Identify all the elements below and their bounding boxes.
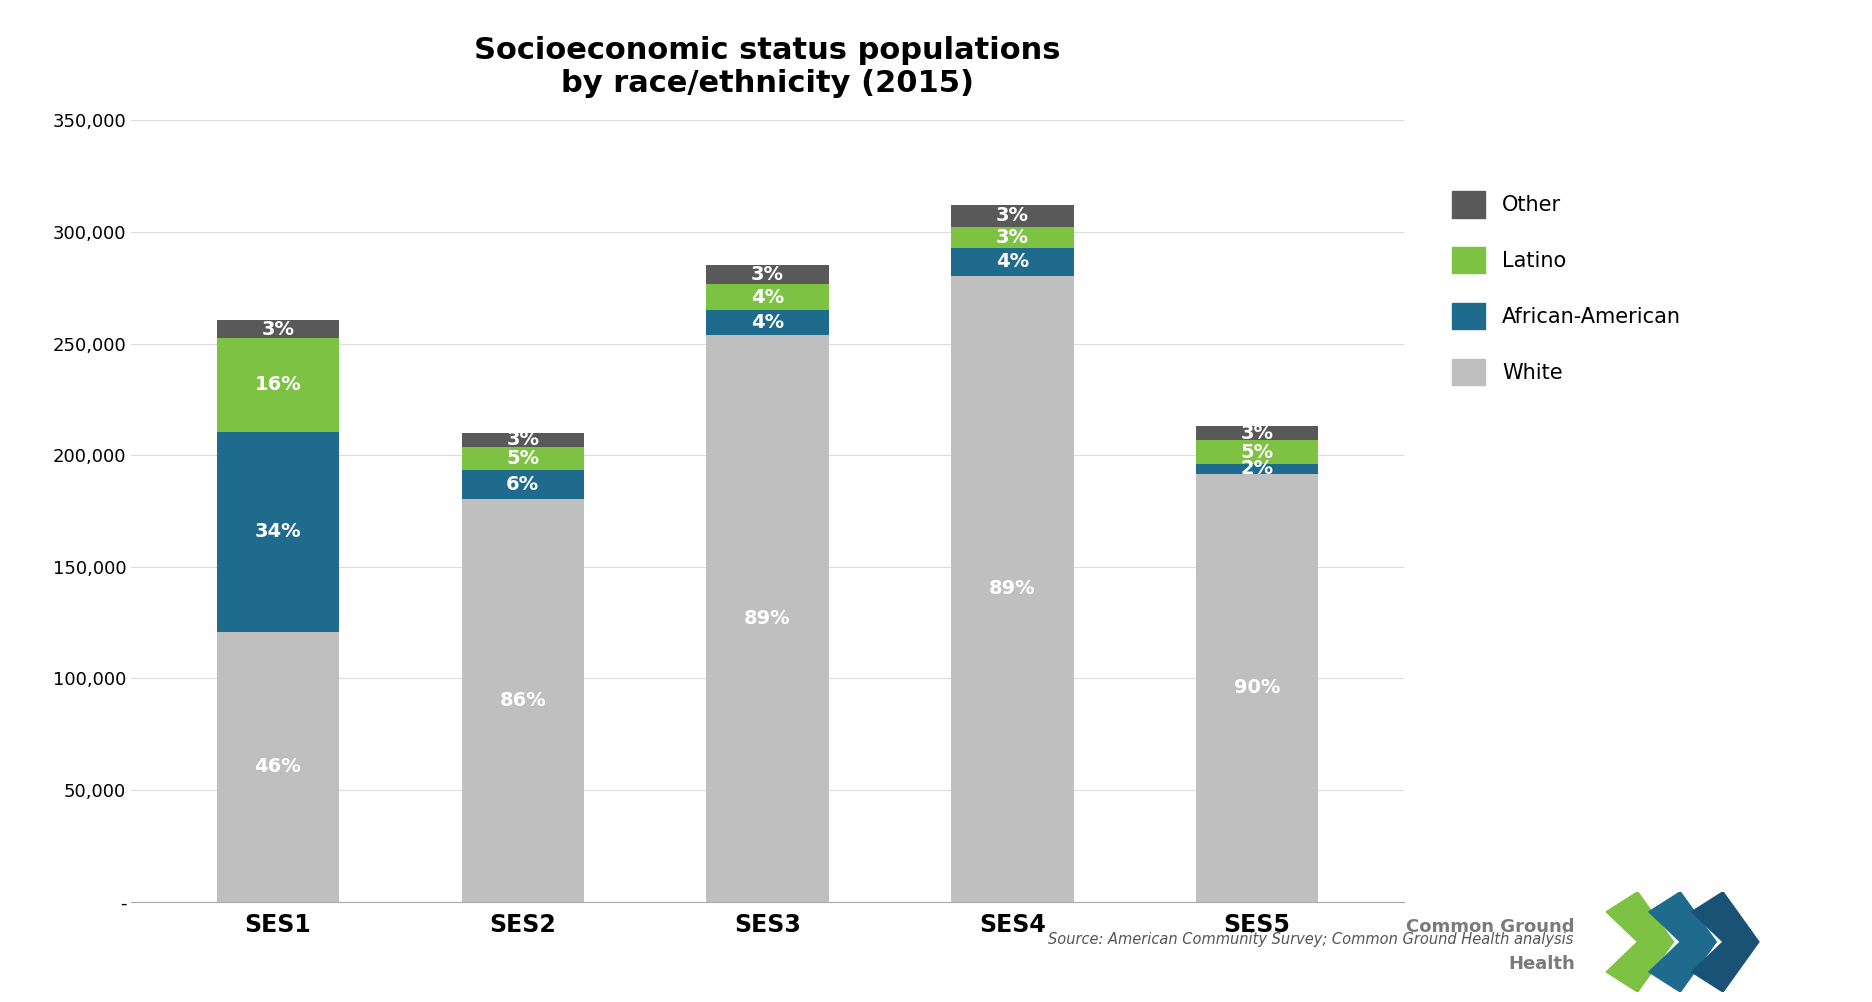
Bar — [706, 310, 829, 336]
Bar — [217, 321, 339, 338]
Polygon shape — [1606, 892, 1674, 992]
Text: 90%: 90% — [1234, 678, 1280, 697]
Text: 4%: 4% — [751, 314, 784, 333]
Polygon shape — [1692, 892, 1760, 992]
Text: 86%: 86% — [500, 690, 547, 709]
Legend: Other, Latino, African-American, White: Other, Latino, African-American, White — [1453, 190, 1681, 386]
Bar — [1196, 474, 1318, 902]
Text: 3%: 3% — [262, 320, 294, 339]
Text: 4%: 4% — [751, 288, 784, 307]
Title: Socioeconomic status populations
by race/ethnicity (2015): Socioeconomic status populations by race… — [474, 36, 1061, 98]
Bar — [462, 433, 584, 447]
Bar — [706, 266, 829, 285]
Bar — [462, 447, 584, 470]
Bar — [951, 226, 1073, 247]
Text: 6%: 6% — [505, 475, 539, 494]
Text: 89%: 89% — [988, 579, 1035, 598]
Text: 3%: 3% — [1241, 424, 1273, 443]
Text: 5%: 5% — [1241, 443, 1273, 462]
Bar — [1196, 464, 1318, 474]
Bar — [217, 338, 339, 432]
Text: Common Ground: Common Ground — [1406, 918, 1574, 936]
Text: Source: American Community Survey; Common Ground Health analysis: Source: American Community Survey; Commo… — [1048, 932, 1574, 947]
Text: 4%: 4% — [996, 253, 1030, 272]
Text: 3%: 3% — [505, 431, 539, 450]
Bar — [951, 276, 1073, 902]
Bar — [951, 247, 1073, 276]
Text: 16%: 16% — [255, 376, 301, 395]
Text: 3%: 3% — [996, 227, 1030, 246]
Bar — [1196, 441, 1318, 464]
Bar — [706, 285, 829, 310]
Bar — [217, 631, 339, 902]
Text: 3%: 3% — [751, 266, 784, 285]
Bar — [1196, 426, 1318, 441]
Text: 46%: 46% — [255, 758, 301, 777]
Text: 2%: 2% — [1241, 460, 1273, 479]
Bar — [462, 499, 584, 902]
Polygon shape — [1649, 892, 1717, 992]
Text: 3%: 3% — [996, 206, 1030, 225]
Text: 5%: 5% — [505, 449, 539, 468]
Bar — [706, 336, 829, 902]
Bar — [217, 432, 339, 631]
Text: 89%: 89% — [745, 609, 790, 628]
Bar — [462, 470, 584, 499]
Bar — [951, 205, 1073, 226]
Text: 34%: 34% — [255, 522, 301, 541]
Text: Health: Health — [1509, 955, 1574, 973]
